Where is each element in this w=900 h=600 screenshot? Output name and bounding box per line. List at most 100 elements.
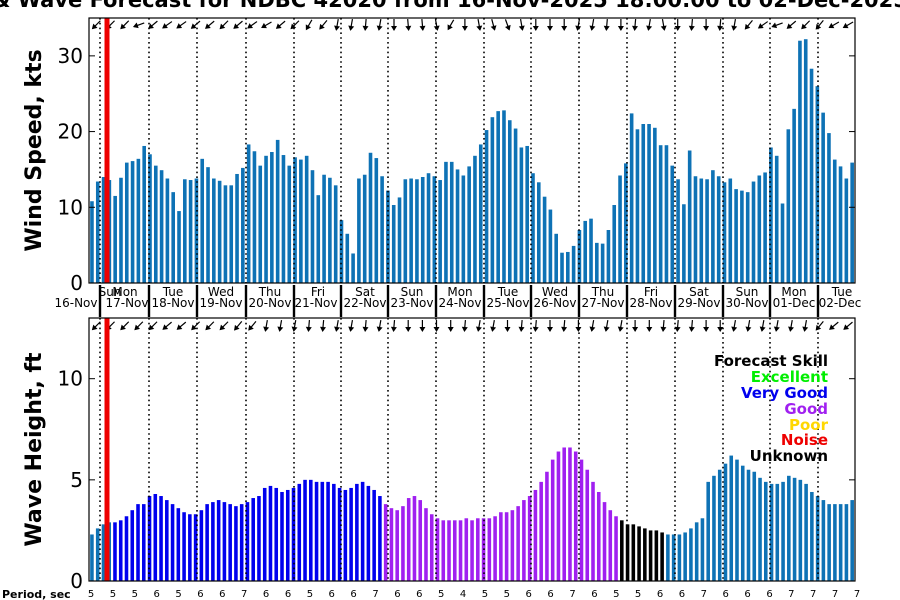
bar (177, 211, 181, 283)
bar (403, 179, 408, 283)
weekday-label: Tue (831, 285, 853, 299)
direction-arrow (589, 18, 596, 31)
bar (287, 165, 292, 283)
bar (752, 471, 757, 581)
period-value: 7 (854, 589, 860, 600)
direction-arrow (461, 19, 468, 31)
direction-arrow (842, 21, 854, 29)
direction-arrow (504, 320, 511, 332)
bar (280, 491, 284, 581)
bar (556, 451, 561, 581)
bar (502, 110, 506, 284)
chart-title: & Wave Forecast for NDBC 42020 from 16-N… (0, 0, 900, 12)
date-label: 19-Nov (199, 296, 242, 310)
period-value: 7 (701, 589, 707, 600)
bar (212, 178, 216, 283)
direction-arrow (703, 19, 710, 31)
bar (252, 151, 257, 283)
bar (666, 534, 670, 581)
bar (507, 120, 512, 284)
bar (699, 178, 704, 283)
direction-arrow (646, 320, 653, 332)
weekday-label: Sat (355, 285, 375, 299)
bar (522, 500, 526, 581)
bar (429, 514, 434, 581)
direction-arrow (290, 20, 300, 30)
bar (729, 455, 734, 581)
bar (239, 504, 244, 581)
bar (751, 181, 756, 283)
y-tick-label: 10 (58, 195, 83, 219)
bar (631, 524, 636, 581)
direction-arrow (319, 20, 328, 30)
bar (199, 510, 204, 581)
bar (579, 459, 584, 581)
bar (595, 242, 599, 283)
bar (101, 177, 106, 283)
bar (176, 508, 181, 581)
bar (641, 124, 646, 283)
direction-arrow (829, 321, 839, 330)
bar (774, 155, 779, 283)
bar (827, 133, 831, 283)
period-value: 4 (460, 589, 466, 600)
direction-arrow (348, 319, 355, 332)
weekday-label: Tue (162, 285, 184, 299)
bar (229, 185, 234, 283)
bar (270, 152, 274, 283)
bar (548, 209, 553, 283)
bar (566, 251, 570, 283)
bar (838, 166, 843, 283)
bar (389, 508, 394, 581)
bar (833, 504, 837, 581)
direction-arrow (744, 20, 753, 30)
bar (602, 502, 607, 581)
bar (452, 520, 457, 581)
bar (200, 158, 205, 283)
period-value: 5 (132, 589, 138, 600)
direction-arrow (771, 22, 783, 29)
bar (380, 176, 384, 283)
bar (246, 144, 251, 283)
direction-arrow (162, 21, 173, 29)
direction-arrow (603, 18, 610, 31)
y-tick-label: 0 (70, 569, 83, 593)
bar (337, 487, 342, 581)
bar (706, 481, 710, 581)
direction-arrow (275, 20, 286, 29)
bar (809, 68, 814, 283)
period-value: 6 (263, 589, 269, 600)
bar (378, 496, 382, 581)
period-value: 6 (723, 589, 729, 600)
date-label: 02-Dec (819, 296, 862, 310)
period-value: 7 (810, 589, 816, 600)
direction-arrow (815, 20, 824, 30)
bar (764, 481, 768, 581)
bar (241, 167, 245, 283)
bar (711, 170, 715, 283)
y-tick-label: 20 (58, 120, 83, 144)
direction-arrow (391, 19, 397, 31)
bar (504, 512, 509, 581)
direction-arrow (518, 18, 525, 31)
direction-arrow (334, 18, 340, 31)
bar (614, 516, 618, 581)
bar (786, 129, 791, 283)
period-value: 6 (350, 589, 356, 600)
bar (660, 532, 664, 581)
bar (717, 469, 722, 581)
bar (426, 173, 431, 283)
bar (124, 516, 129, 581)
bar (297, 483, 302, 581)
direction-arrow (190, 20, 201, 29)
bar (124, 162, 129, 283)
bar (496, 111, 500, 283)
bar (568, 447, 572, 581)
direction-arrow (731, 18, 738, 31)
bar (345, 233, 350, 283)
direction-arrow (291, 319, 298, 332)
bar (775, 483, 780, 581)
bar (170, 504, 175, 581)
bar (274, 487, 279, 581)
